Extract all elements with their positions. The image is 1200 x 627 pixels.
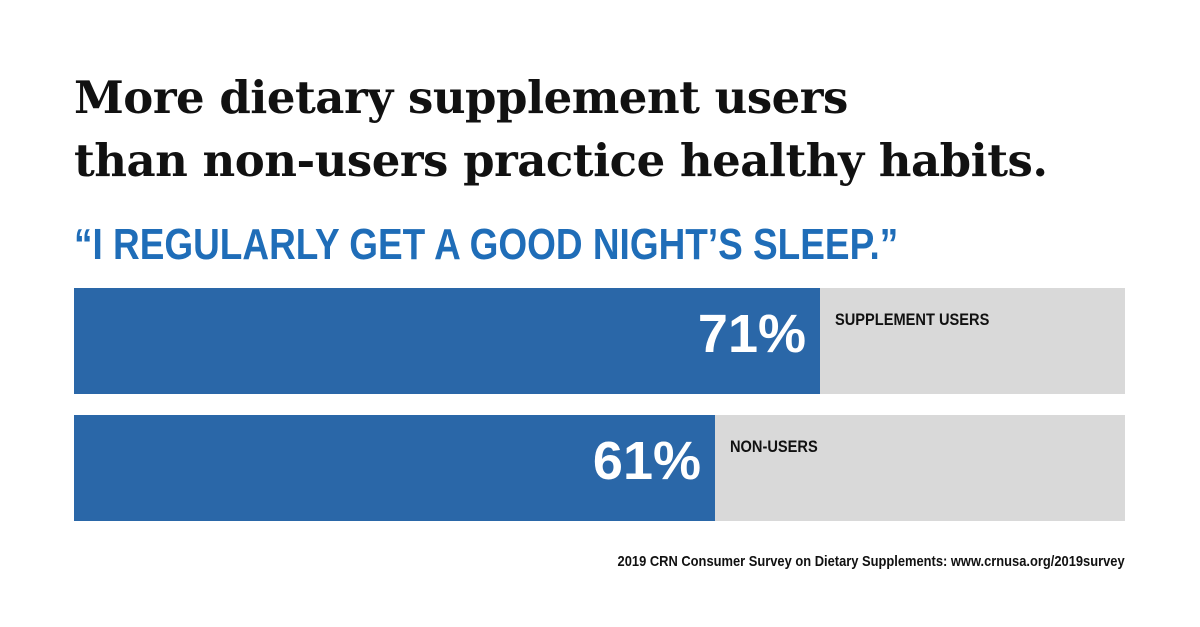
source-note: 2019 CRN Consumer Survey on Dietary Supp… (617, 553, 1125, 570)
bar-value-label-supplement-users: 71% (697, 304, 806, 364)
bar-category-label-non-users: NON-USERS (730, 437, 818, 456)
bar-supplement-users: 71% (74, 288, 820, 394)
bar-value-label-non-users: 61% (592, 431, 701, 491)
chart-title: More dietary supplement users than non-u… (74, 66, 1174, 192)
chart-title-line-2: than non-users practice healthy habits. (74, 134, 1048, 187)
bar-non-users: 61% (74, 415, 715, 521)
bar-category-label-supplement-users: SUPPLEMENT USERS (835, 310, 990, 329)
chart-title-line-1: More dietary supplement users (74, 71, 848, 124)
bar-track-supplement-users: 71% SUPPLEMENT USERS (74, 288, 1125, 394)
bar-track-non-users: 61% NON-USERS (74, 415, 1125, 521)
chart-subtitle: “I REGULARLY GET A GOOD NIGHT’S SLEEP.” (74, 220, 899, 269)
